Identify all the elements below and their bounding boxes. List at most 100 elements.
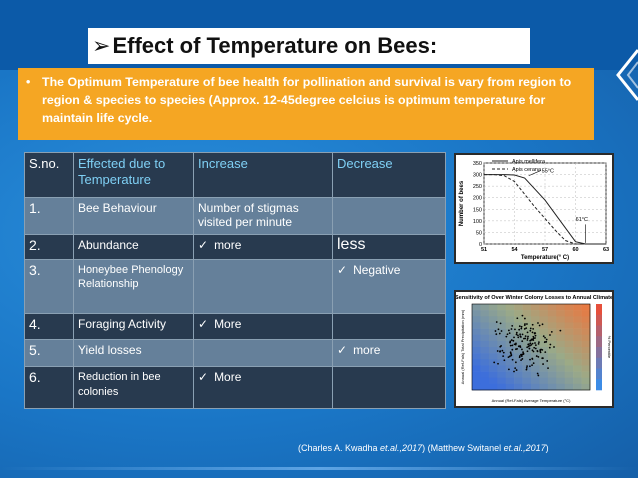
annotation-label: 61°C xyxy=(576,217,588,223)
scatter-point xyxy=(539,350,542,352)
scatter-point xyxy=(515,369,518,371)
heatmap-cell xyxy=(472,371,481,379)
legend-label: Apis cerana xyxy=(512,167,542,173)
heatmap-cell xyxy=(564,334,574,342)
scatter-point xyxy=(524,335,527,337)
heatmap-cell xyxy=(522,322,532,329)
scatter-point xyxy=(542,357,544,360)
header-effect: Effected due to Temperature xyxy=(73,152,194,198)
heatmap-cell xyxy=(564,365,574,372)
heatmap-cell xyxy=(505,328,515,336)
colorbar-cell xyxy=(596,325,602,337)
heatmap-cell xyxy=(564,383,574,391)
heatmap-cell xyxy=(573,322,582,329)
scatter-point xyxy=(497,362,499,365)
scatter-point xyxy=(520,325,523,328)
y-tick-label: 150 xyxy=(473,207,482,213)
scatter-point xyxy=(520,327,523,330)
heatmap-cell xyxy=(556,377,566,385)
heatmap-cell xyxy=(573,304,582,311)
x-tick-label: 57 xyxy=(542,247,548,253)
heatmap-cell xyxy=(505,334,515,342)
heatmap-cell xyxy=(556,334,566,342)
legend-label: Apis mellifera xyxy=(512,159,546,165)
heatmap-cell xyxy=(497,322,507,329)
row-decrease xyxy=(332,366,446,409)
heatmap-cell xyxy=(531,328,540,336)
scatter-point xyxy=(538,324,541,327)
scatter-point xyxy=(494,330,497,332)
heatmap-cell xyxy=(480,310,490,317)
scatter-point xyxy=(532,335,535,338)
heatmap-cell xyxy=(547,353,557,360)
scatter-point xyxy=(542,363,544,365)
y-tick-label: 50 xyxy=(476,230,482,236)
heatmap-cell xyxy=(480,365,490,372)
scatter-point xyxy=(522,351,524,354)
citation: (Charles A. Kwadha et.al.,2017) (Matthew… xyxy=(298,443,549,453)
scatter-point xyxy=(519,333,521,336)
heatmap-cell xyxy=(497,334,507,342)
heatmap-cell xyxy=(514,383,523,391)
scatter-point xyxy=(506,333,509,336)
heatmap-cell xyxy=(505,347,515,354)
heatmap-cell xyxy=(573,316,582,323)
heatmap-cell xyxy=(531,353,540,360)
x-tick-label: 54 xyxy=(511,247,518,253)
scatter-point xyxy=(524,337,527,340)
scatter-point xyxy=(526,350,529,353)
row-decrease xyxy=(332,313,446,340)
heatmap-cell xyxy=(480,304,490,311)
scatter-point xyxy=(510,328,513,330)
scatter-point xyxy=(531,357,534,360)
heatmap-cell xyxy=(581,371,591,379)
scatter-point xyxy=(507,329,510,332)
heatmap-cell xyxy=(564,322,574,329)
check-icon: ✓ xyxy=(198,317,209,331)
y-tick-label: 350 xyxy=(473,161,482,167)
heatmap-cell xyxy=(581,377,591,385)
row-sno: 1. xyxy=(24,197,74,235)
plot-frame xyxy=(471,303,591,391)
heatmap-cell xyxy=(556,353,566,360)
heatmap-cell xyxy=(472,304,481,311)
heatmap-cell xyxy=(539,316,549,323)
scatter-point xyxy=(509,341,511,344)
row-increase xyxy=(193,339,333,367)
header-decrease: Decrease xyxy=(332,152,446,198)
scatter-point xyxy=(529,358,531,361)
row-increase-value: more xyxy=(214,238,242,252)
heatmap-cell xyxy=(547,371,557,379)
heatmap-cell xyxy=(505,365,515,372)
heatmap-cell xyxy=(556,310,566,317)
heatmap-cell xyxy=(556,340,566,348)
heatmap-cell xyxy=(522,371,532,379)
heatmap-cell xyxy=(488,304,498,311)
scatter-point xyxy=(499,345,502,348)
heatmap-cell xyxy=(564,328,574,336)
heatmap-cell xyxy=(531,347,540,354)
x-tick-label: 51 xyxy=(481,247,487,253)
scatter-point xyxy=(517,334,519,337)
heatmap-cell xyxy=(564,340,574,348)
heatmap-cell xyxy=(480,359,490,366)
scatter-point xyxy=(527,343,530,346)
scatter-point xyxy=(523,324,526,327)
x-axis-label: Temperature(° C) xyxy=(521,255,569,261)
row-effect: Yield losses xyxy=(73,339,194,367)
scatter-point xyxy=(508,368,510,371)
scatter-point xyxy=(542,335,545,338)
temperature-line-chart: 0 50 100 150 200 250 300 350 51 54 57 60 63 Temperatu… xyxy=(454,153,614,264)
heatmap-cell xyxy=(556,371,566,379)
check-icon: ✓ xyxy=(198,238,209,252)
heatmap-cell xyxy=(531,371,540,379)
heatmap-cell xyxy=(497,310,507,317)
scatter-point xyxy=(526,337,529,340)
scatter-point xyxy=(535,355,538,357)
heatmap-cell xyxy=(488,347,498,354)
scatter-point xyxy=(526,323,528,325)
heatmap-cell xyxy=(514,359,523,366)
heatmap-cell xyxy=(539,347,549,354)
heatmap-cell xyxy=(514,328,523,336)
heatmap-cell xyxy=(514,322,523,329)
